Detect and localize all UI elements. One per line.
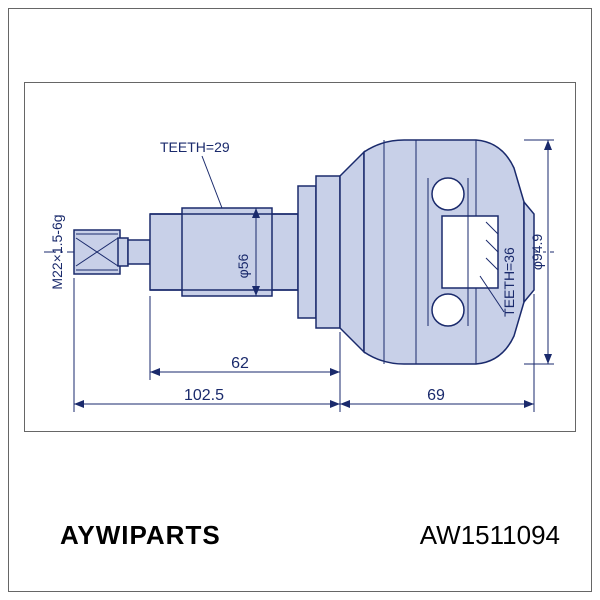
outer-dia-dim: φ94.9: [524, 140, 554, 364]
shaft-neck: [128, 240, 150, 264]
dim-69-label: 69: [427, 387, 445, 404]
shaft-body: [150, 208, 298, 296]
spline-end: [74, 230, 128, 274]
outer-dia-label: φ94.9: [529, 234, 545, 271]
brand-label: AYWIPARTS: [60, 520, 221, 551]
inner-teeth-label: TEETH=29: [160, 139, 230, 155]
teeth29-leader: [202, 156, 222, 208]
dim-1025-label: 102.5: [184, 387, 224, 404]
flange-section: [298, 152, 364, 352]
outer-teeth-label: TEETH=36: [501, 247, 517, 317]
dim-62-label: 62: [231, 355, 249, 372]
thread-label: M22×1.5-6g: [49, 214, 65, 289]
shaft-dia-label: φ56: [235, 253, 251, 278]
cv-joint-diagram: M22×1.5-6g TEETH=29 φ56 TEETH=36 φ94.9 6…: [24, 82, 574, 430]
part-number-label: AW1511094: [420, 520, 560, 551]
